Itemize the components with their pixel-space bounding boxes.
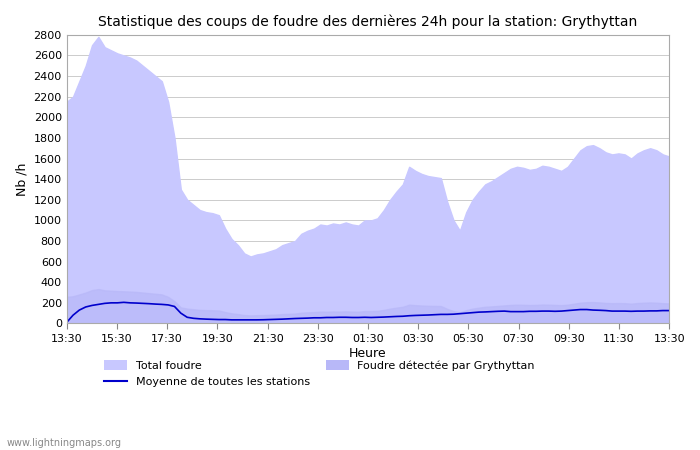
Moyenne de toutes les stations	[373, 315, 382, 320]
Moyenne de toutes les stations	[120, 300, 128, 305]
Moyenne de toutes les stations	[392, 314, 400, 319]
Moyenne de toutes les stations	[665, 308, 673, 313]
Text: www.lightningmaps.org: www.lightningmaps.org	[7, 437, 122, 447]
Moyenne de toutes les stations	[329, 315, 337, 320]
Line: Moyenne de toutes les stations: Moyenne de toutes les stations	[66, 302, 669, 323]
Moyenne de toutes les stations	[240, 317, 248, 323]
X-axis label: Heure: Heure	[349, 346, 386, 360]
Moyenne de toutes les stations	[62, 320, 71, 325]
Legend: Total foudre, Moyenne de toutes les stations, Foudre détectée par Grythyttan: Total foudre, Moyenne de toutes les stat…	[99, 355, 540, 393]
Y-axis label: Nb /h: Nb /h	[15, 162, 28, 196]
Title: Statistique des coups de foudre des dernières 24h pour la station: Grythyttan: Statistique des coups de foudre des dern…	[98, 15, 638, 30]
Moyenne de toutes les stations	[621, 308, 629, 314]
Moyenne de toutes les stations	[151, 302, 160, 307]
